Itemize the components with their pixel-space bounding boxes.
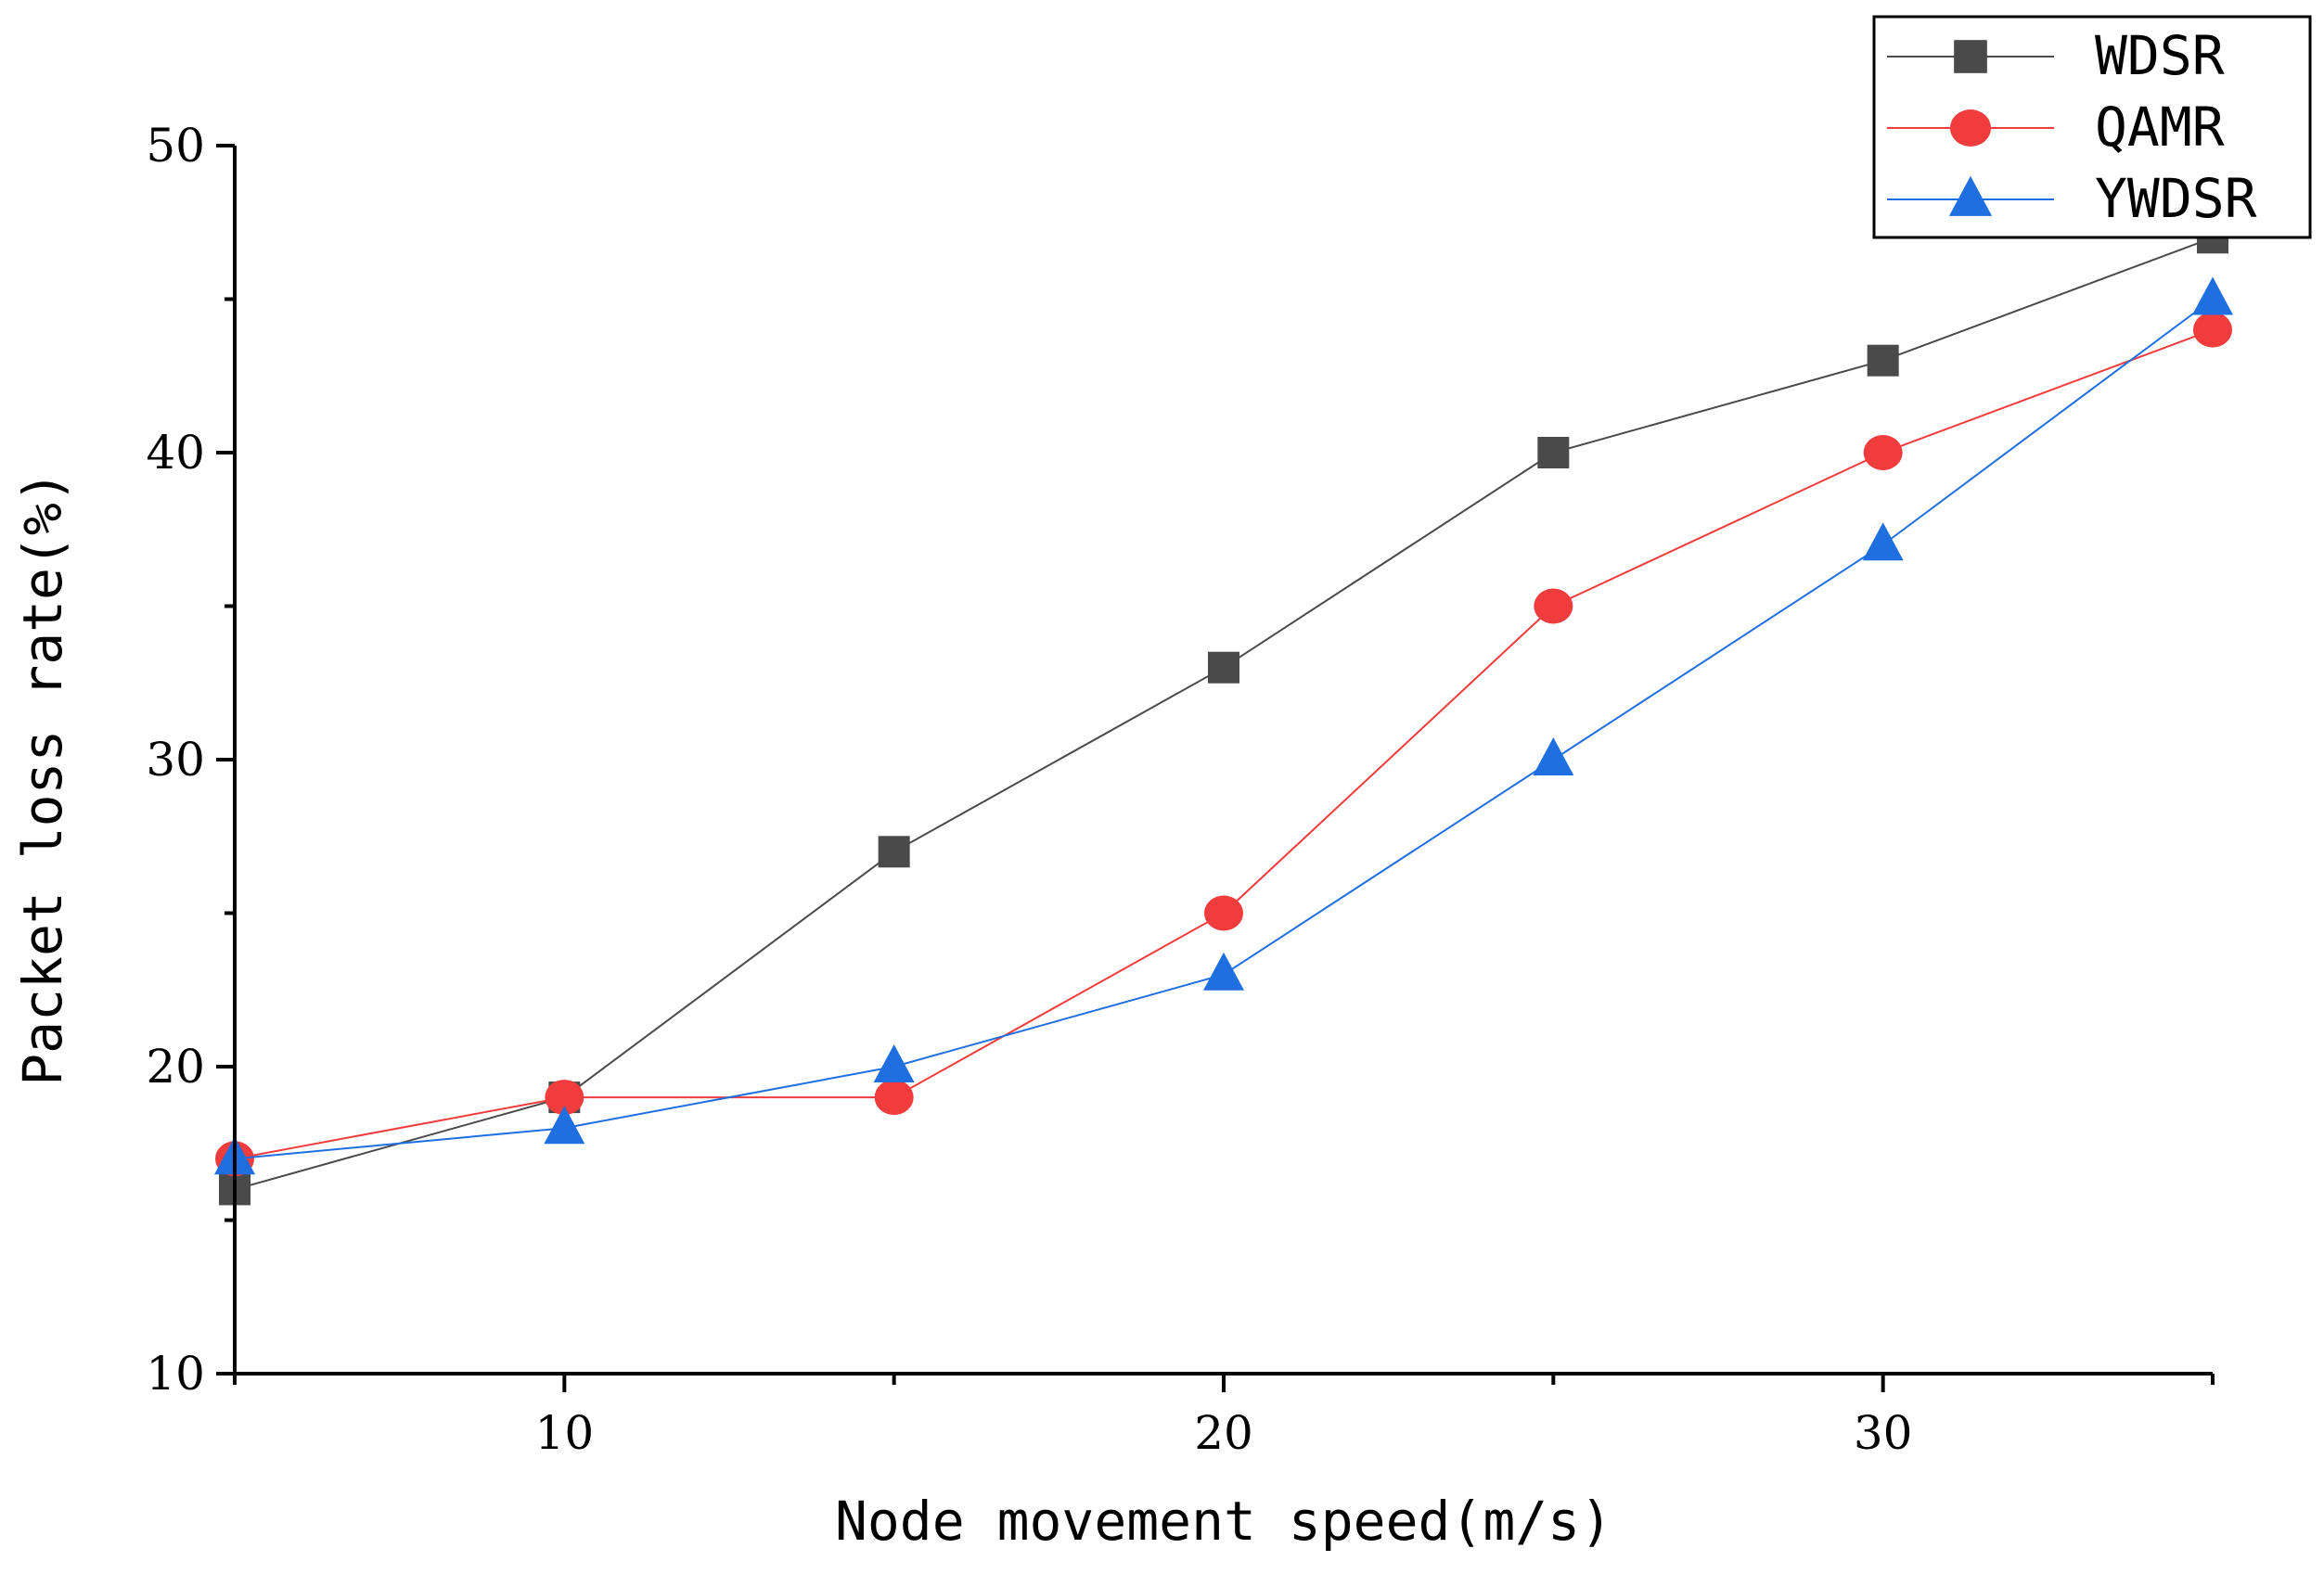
data-point-triangle — [544, 1106, 585, 1145]
legend-marker-circle — [1949, 109, 1992, 147]
ticks-layer: 10 20 30 40 50 10 20 30 — [146, 119, 2215, 1460]
data-point-circle — [2193, 312, 2232, 348]
legend-label-ywdsr: YWDSR — [2095, 167, 2257, 230]
y-axis-title: Packet loss rate(%) — [11, 470, 74, 1085]
data-point-circle — [1863, 435, 1903, 470]
series-wdsr — [219, 222, 2228, 1206]
data-point-triangle — [1862, 522, 1904, 561]
x-tick-label: 20 — [1194, 1406, 1253, 1460]
series-line — [234, 328, 2214, 1160]
y-tick-label: 30 — [146, 733, 205, 787]
y-tick-label: 10 — [146, 1347, 205, 1401]
data-point-circle — [1204, 895, 1243, 931]
series-qamr — [215, 312, 2232, 1177]
legend-label-qamr: QAMR — [2095, 96, 2225, 159]
data-point-triangle — [1533, 737, 1574, 775]
series-line — [234, 237, 2214, 1191]
legend: WDSR QAMR YWDSR — [1872, 15, 2312, 239]
y-tick-label: 40 — [146, 426, 205, 480]
series-layer — [214, 222, 2233, 1206]
data-point-square — [878, 836, 910, 868]
legend-marker-square — [1954, 40, 1987, 73]
legend-label-wdsr: WDSR — [2095, 24, 2225, 87]
data-point-triangle — [2192, 276, 2233, 315]
data-point-square — [1537, 437, 1570, 468]
y-tick-label: 20 — [146, 1040, 205, 1094]
y-tick-label: 50 — [146, 119, 205, 173]
data-point-circle — [1534, 588, 1573, 624]
data-point-circle — [874, 1080, 914, 1116]
data-point-triangle — [1203, 952, 1244, 991]
axes-layer — [233, 146, 2213, 1376]
x-tick-label: 30 — [1854, 1406, 1913, 1460]
data-point-triangle — [873, 1044, 915, 1082]
data-point-circle — [545, 1080, 584, 1116]
data-point-square — [1208, 651, 1239, 684]
data-point-square — [1867, 344, 1899, 377]
x-tick-label: 10 — [535, 1406, 595, 1460]
x-axis-title: Node movement speed(m/s) — [835, 1490, 1612, 1553]
series-line — [234, 298, 2214, 1160]
legend-marker-triangle — [1948, 175, 1993, 216]
series-ywdsr — [214, 276, 2233, 1175]
